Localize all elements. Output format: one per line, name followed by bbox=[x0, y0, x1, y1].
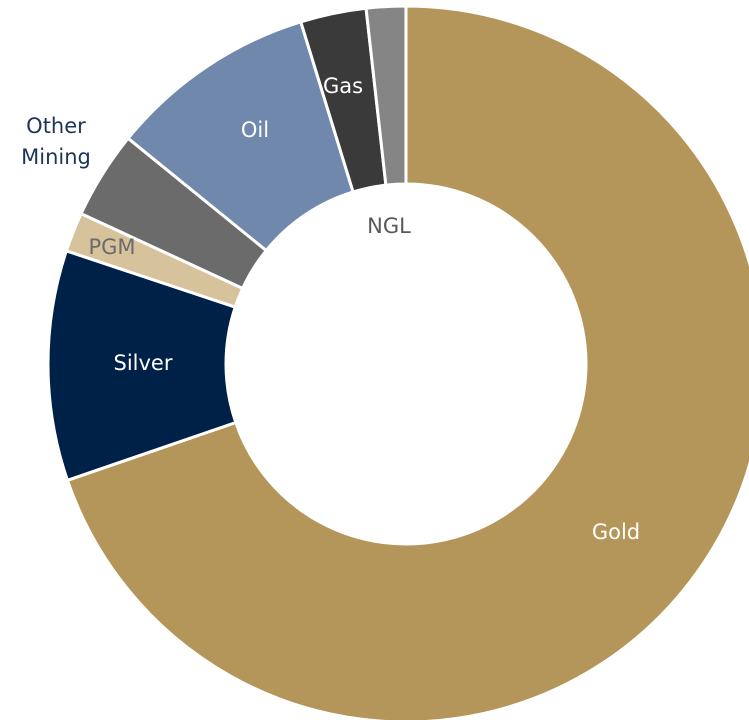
label-other-mining-line-1: Other bbox=[26, 114, 86, 138]
label-other-mining-line-2: Mining bbox=[21, 145, 91, 169]
label-gas: Gas bbox=[323, 74, 363, 98]
label-silver: Silver bbox=[114, 351, 173, 375]
label-oil: Oil bbox=[241, 118, 269, 142]
donut-labels: Gold Silver PGM Other Mining Oil Gas NGL bbox=[21, 74, 640, 544]
slice-gold bbox=[65, 4, 749, 720]
label-gold: Gold bbox=[592, 520, 640, 544]
label-ngl: NGL bbox=[367, 214, 411, 238]
donut-slices bbox=[46, 4, 749, 720]
slice-ngl bbox=[364, 4, 408, 187]
label-pgm: PGM bbox=[88, 235, 135, 259]
